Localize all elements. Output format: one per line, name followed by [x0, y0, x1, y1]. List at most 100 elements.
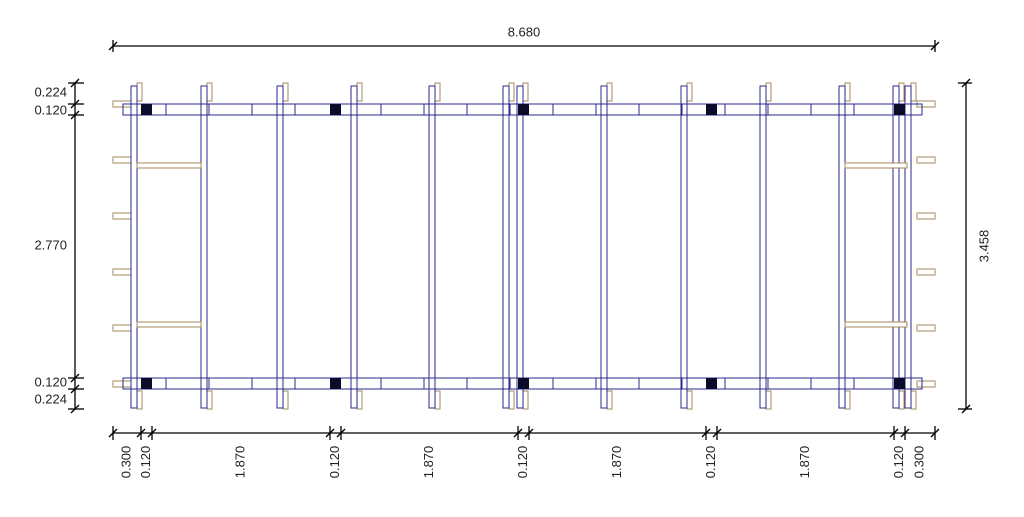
post-cap — [765, 82, 772, 102]
post-cap — [686, 390, 693, 410]
right-dimension-label: 3.458 — [976, 230, 991, 263]
dimension-tick — [70, 404, 80, 414]
left-dimension-label: 0.120 — [34, 374, 67, 389]
vertical-member — [350, 85, 358, 409]
post-cap — [434, 82, 441, 102]
vertical-member — [130, 85, 138, 409]
vertical-member — [838, 85, 846, 409]
column — [330, 378, 341, 389]
post-cap — [898, 390, 905, 410]
post-cap — [508, 390, 515, 410]
side-beam — [136, 321, 202, 328]
vertical-member — [502, 85, 510, 409]
post-cap — [910, 82, 917, 102]
bottom-dimension-label: 0.120 — [138, 446, 153, 479]
column — [706, 104, 717, 115]
dimension-tick — [701, 428, 711, 438]
side-tab — [916, 156, 936, 164]
column — [706, 378, 717, 389]
dimension-tick — [147, 428, 157, 438]
bottom-dimension-label: 1.870 — [797, 446, 812, 479]
column — [518, 378, 529, 389]
dimension-tick — [336, 428, 346, 438]
post-cap — [434, 390, 441, 410]
post-cap — [686, 82, 693, 102]
left-dimension-label: 0.224 — [34, 84, 67, 99]
post-cap — [844, 390, 851, 410]
post-cap — [508, 82, 515, 102]
column — [141, 104, 152, 115]
side-tab — [112, 380, 132, 388]
bottom-dimension-label: 0.120 — [891, 446, 906, 479]
column — [518, 104, 529, 115]
post-cap — [206, 82, 213, 102]
vertical-member — [200, 85, 208, 409]
side-tab — [112, 212, 132, 220]
vertical-member — [680, 85, 688, 409]
post-cap — [206, 390, 213, 410]
dimension-tick — [136, 428, 146, 438]
vertical-member — [892, 85, 900, 409]
post-cap — [898, 82, 905, 102]
side-tab — [112, 156, 132, 164]
post-cap — [356, 82, 363, 102]
vertical-member — [428, 85, 436, 409]
post-cap — [522, 82, 529, 102]
bottom-dimension-label: 0.120 — [703, 446, 718, 479]
side-beam — [844, 321, 908, 328]
side-tab — [916, 268, 936, 276]
vertical-member — [759, 85, 767, 409]
side-tab — [916, 380, 936, 388]
side-tab — [112, 324, 132, 332]
post-cap — [522, 390, 529, 410]
post-cap — [136, 390, 143, 410]
dimension-tick — [513, 428, 523, 438]
dimension-tick — [325, 428, 335, 438]
dimension-tick — [70, 78, 80, 88]
bottom-dimension-label: 0.300 — [911, 446, 926, 479]
dimension-tick — [70, 373, 80, 383]
side-beam — [844, 162, 908, 169]
bottom-dimension-label: 1.870 — [421, 446, 436, 479]
left-dimension-label: 0.120 — [34, 102, 67, 117]
side-beam — [136, 162, 202, 169]
column — [141, 378, 152, 389]
column — [894, 378, 905, 389]
post-cap — [606, 82, 613, 102]
dimension-tick — [70, 110, 80, 120]
dimension-tick — [712, 428, 722, 438]
post-cap — [910, 390, 917, 410]
vertical-member — [276, 85, 284, 409]
side-tab — [916, 212, 936, 220]
dimension-tick — [524, 428, 534, 438]
side-tab — [916, 324, 936, 332]
bottom-dimension-label: 0.300 — [118, 446, 133, 479]
column — [894, 104, 905, 115]
top-dimension-label: 8.680 — [508, 24, 541, 39]
post-cap — [606, 390, 613, 410]
vertical-member — [516, 85, 524, 409]
bottom-dimension-label: 1.870 — [609, 446, 624, 479]
dimension-tick — [70, 99, 80, 109]
post-cap — [356, 390, 363, 410]
dimension-tick — [108, 428, 118, 438]
vertical-member — [904, 85, 912, 409]
dimension-tick — [889, 428, 899, 438]
bottom-dimension-label: 0.120 — [327, 446, 342, 479]
column — [330, 104, 341, 115]
bottom-dimension-label: 0.120 — [515, 446, 530, 479]
dimension-tick — [900, 428, 910, 438]
post-cap — [282, 82, 289, 102]
left-dimension-label: 2.770 — [34, 237, 67, 252]
post-cap — [282, 390, 289, 410]
side-tab — [112, 268, 132, 276]
post-cap — [765, 390, 772, 410]
left-dimension-label: 0.224 — [34, 391, 67, 406]
dimension-tick — [70, 384, 80, 394]
vertical-member — [600, 85, 608, 409]
post-cap — [844, 82, 851, 102]
post-cap — [136, 82, 143, 102]
bottom-dimension-label: 1.870 — [232, 446, 247, 479]
dimension-tick — [930, 428, 940, 438]
